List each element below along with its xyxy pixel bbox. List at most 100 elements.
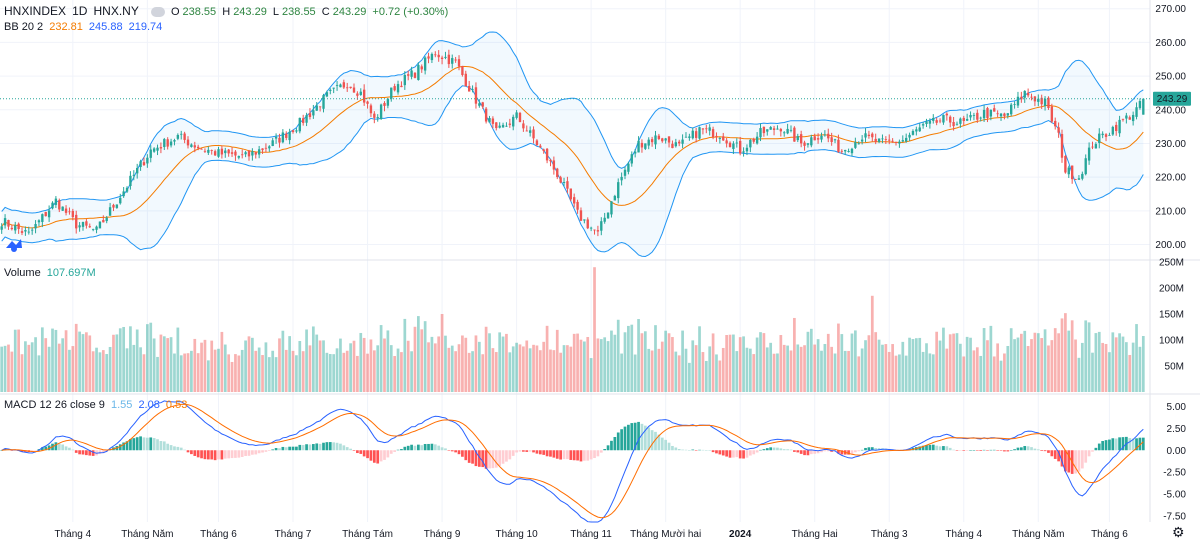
candle-body	[813, 136, 816, 141]
bb-legend[interactable]: BB 20 2 232.81 245.88 219.74	[4, 20, 165, 34]
macd-histogram-bar	[393, 450, 397, 452]
visibility-icon[interactable]	[150, 7, 165, 18]
volume-bar	[637, 319, 640, 392]
volume-bar	[748, 348, 752, 392]
candle-body	[27, 231, 30, 233]
volume-bar	[904, 355, 908, 392]
macd-histogram-bar	[1104, 440, 1108, 451]
candle-body	[539, 145, 542, 148]
macd-histogram-bar	[864, 447, 867, 451]
candle-body	[139, 161, 142, 168]
volume-bar	[47, 346, 51, 392]
volume-bar	[132, 344, 136, 392]
volume-bar	[183, 353, 186, 392]
volume-bar	[627, 325, 630, 392]
candle-body	[1026, 92, 1030, 96]
macd-histogram-bar	[674, 447, 678, 451]
open-value: 238.55	[182, 6, 217, 18]
macd-histogram-bar	[308, 444, 312, 451]
time-tick-label: Tháng 3	[871, 529, 908, 540]
candle-body	[823, 134, 827, 136]
macd-histogram-bar	[769, 447, 773, 451]
candle-body	[430, 53, 434, 61]
macd-histogram-bar	[1043, 450, 1047, 452]
macd-histogram-bar	[688, 450, 691, 451]
macd-histogram-bar	[257, 450, 261, 454]
macd-histogram-bar	[332, 442, 336, 451]
volume-bar	[491, 348, 495, 392]
candle-body	[71, 210, 75, 218]
candle-body	[451, 58, 454, 64]
volume-bar	[271, 350, 275, 392]
macd-histogram-bar	[1128, 438, 1132, 451]
volume-bar	[118, 328, 122, 392]
bollinger-lines	[1, 31, 1144, 258]
volume-bar	[457, 344, 461, 392]
volume-bar	[1141, 335, 1145, 392]
volume-bar	[501, 336, 505, 392]
candle-body	[461, 65, 464, 76]
volume-bar	[325, 352, 329, 392]
volume-bar	[156, 356, 159, 392]
candle-body	[904, 137, 908, 142]
macd-histogram-bar	[420, 445, 424, 451]
volume-bar	[135, 329, 139, 392]
candle-body	[715, 135, 718, 137]
candle-body	[593, 229, 596, 231]
candle-body	[136, 167, 139, 174]
macd-histogram-bar	[809, 450, 813, 455]
candle-body	[390, 87, 393, 99]
gear-icon[interactable]: ⚙	[1172, 524, 1185, 540]
volume-bar	[230, 361, 234, 392]
candle-body	[884, 139, 888, 140]
macd-histogram-bar	[925, 445, 928, 451]
macd-histogram-bar	[877, 448, 881, 451]
volume-bar	[986, 340, 989, 392]
volume-bar	[515, 342, 518, 392]
candle-body	[1125, 115, 1128, 119]
volume-bar	[467, 352, 471, 392]
candle-body	[799, 134, 803, 144]
candle-body	[400, 85, 403, 88]
symbol-name[interactable]: HNXINDEX	[4, 4, 67, 18]
volume-bar	[433, 343, 437, 392]
candle-body	[1135, 107, 1138, 117]
macd-histogram-bar	[251, 450, 254, 455]
volume-bar	[301, 351, 305, 392]
candle-body	[437, 54, 440, 58]
macd-histogram-bar	[210, 450, 214, 460]
volume-bar	[942, 327, 945, 392]
volume-bar	[356, 355, 359, 392]
candle-body	[146, 157, 149, 164]
macd-legend[interactable]: MACD 12 26 close 9 1.55 2.08 0.53	[4, 398, 190, 412]
volume-bar	[809, 328, 813, 392]
volume-bar	[569, 346, 573, 392]
candle-body	[559, 177, 562, 183]
macd-histogram-bar	[281, 446, 285, 451]
volume-bar	[681, 330, 684, 392]
candle-body	[664, 138, 667, 141]
macd-histogram-bar	[1016, 447, 1020, 451]
macd-histogram-bar	[450, 450, 454, 452]
time-tick-label: Tháng 7	[275, 529, 312, 540]
candle-body	[515, 112, 518, 118]
macd-histogram-bar	[159, 441, 163, 451]
candle-body	[379, 104, 383, 119]
volume-bar	[105, 354, 109, 392]
volume-bar	[938, 340, 942, 392]
macd-histogram-bar	[823, 450, 827, 452]
volume-legend[interactable]: Volume 107.697M	[4, 266, 99, 280]
macd-histogram-bar	[755, 450, 759, 453]
candle-body	[586, 219, 589, 229]
volume-bar	[992, 356, 996, 392]
volume-bar	[772, 353, 776, 392]
candle-body	[830, 137, 833, 142]
macd-tick-label: -5.00	[1163, 490, 1186, 501]
candle-body	[152, 148, 156, 152]
volume-bar	[176, 327, 180, 392]
macd-name: MACD 12 26 close 9	[4, 399, 105, 411]
candle-body	[115, 204, 119, 208]
interval[interactable]: 1D	[72, 4, 88, 18]
candle-body	[176, 134, 180, 139]
